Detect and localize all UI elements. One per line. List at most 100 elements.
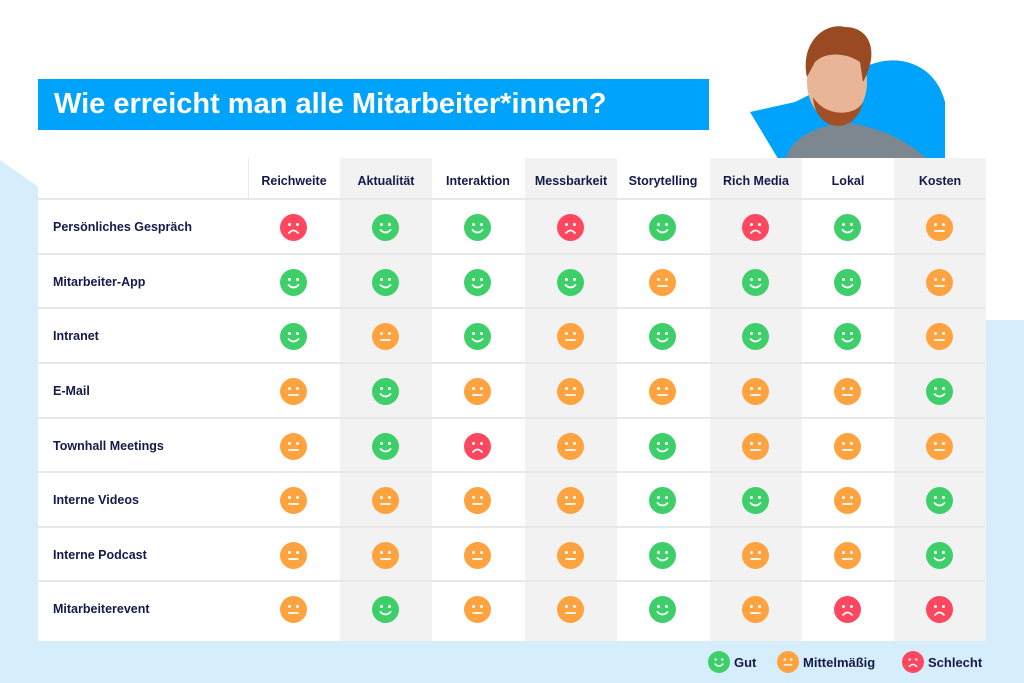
divider (38, 417, 985, 419)
rating-gut-icon (649, 487, 676, 514)
rating-gut-icon (649, 214, 676, 241)
legend-item: Gut (708, 651, 756, 673)
column-header: Rich Media (723, 174, 789, 188)
divider (248, 158, 249, 200)
rating-schlecht-icon (280, 214, 307, 241)
column-header: Lokal (831, 174, 865, 188)
rating-mittel-icon (372, 542, 399, 569)
row-label: Interne Videos (53, 493, 139, 507)
rating-gut-icon (742, 323, 769, 350)
legend-label: Mittelmäßig (803, 654, 876, 670)
column-header: Messbarkeit (534, 174, 608, 188)
divider (38, 471, 985, 473)
column-header: Interaktion (446, 174, 510, 188)
rating-mittel-icon (777, 651, 799, 673)
person-photo (750, 26, 945, 162)
legend-item: Schlecht (902, 651, 982, 673)
divider (38, 198, 985, 200)
rating-gut-icon (649, 323, 676, 350)
divider (38, 580, 985, 582)
rating-gut-icon (649, 542, 676, 569)
rating-gut-icon (742, 487, 769, 514)
rating-mittel-icon (834, 433, 861, 460)
rating-gut-icon (464, 269, 491, 296)
rating-schlecht-icon (902, 651, 924, 673)
rating-schlecht-icon (557, 214, 584, 241)
rating-gut-icon (372, 214, 399, 241)
rating-gut-icon (649, 433, 676, 460)
column-header: Aktualität (357, 174, 415, 188)
comparison-table: Reichweite Aktualität Interaktion Messbarke… (38, 158, 986, 641)
rating-mittel-icon (834, 378, 861, 405)
rating-gut-icon (834, 269, 861, 296)
rating-gut-icon (280, 269, 307, 296)
divider (38, 253, 985, 255)
rating-mittel-icon (280, 596, 307, 623)
rating-gut-icon (708, 651, 730, 673)
rating-mittel-icon (464, 487, 491, 514)
rating-mittel-icon (557, 542, 584, 569)
rating-mittel-icon (280, 487, 307, 514)
rating-mittel-icon (742, 542, 769, 569)
rating-schlecht-icon (464, 433, 491, 460)
rating-schlecht-icon (926, 596, 953, 623)
rating-schlecht-icon (834, 596, 861, 623)
rating-mittel-icon (926, 269, 953, 296)
rating-mittel-icon (557, 596, 584, 623)
rating-gut-icon (557, 269, 584, 296)
rating-mittel-icon (649, 378, 676, 405)
rating-mittel-icon (926, 433, 953, 460)
rating-gut-icon (834, 323, 861, 350)
rating-mittel-icon (834, 487, 861, 514)
rating-mittel-icon (372, 487, 399, 514)
rating-gut-icon (372, 269, 399, 296)
rating-gut-icon (834, 214, 861, 241)
rating-gut-icon (926, 542, 953, 569)
rating-mittel-icon (464, 542, 491, 569)
row-label: Interne Podcast (53, 548, 147, 562)
rating-mittel-icon (280, 378, 307, 405)
column-header: Kosten (918, 174, 962, 188)
page-title: Wie erreicht man alle Mitarbeiter*innen? (38, 79, 709, 130)
rating-mittel-icon (280, 433, 307, 460)
row-label: Townhall Meetings (53, 439, 164, 453)
legend-item: Mittelmäßig (777, 651, 875, 673)
divider (38, 307, 985, 309)
row-label: Persönliches Gespräch (53, 220, 192, 234)
divider (38, 526, 985, 528)
rating-mittel-icon (834, 542, 861, 569)
rating-gut-icon (926, 378, 953, 405)
rating-mittel-icon (649, 269, 676, 296)
rating-gut-icon (926, 487, 953, 514)
rating-mittel-icon (742, 433, 769, 460)
rating-mittel-icon (742, 596, 769, 623)
column-header: Storytelling (628, 174, 698, 188)
rating-mittel-icon (926, 214, 953, 241)
rating-mittel-icon (557, 378, 584, 405)
rating-gut-icon (464, 323, 491, 350)
rating-mittel-icon (464, 596, 491, 623)
divider (38, 362, 985, 364)
row-label: E-Mail (53, 384, 90, 398)
rating-mittel-icon (742, 378, 769, 405)
rating-mittel-icon (557, 323, 584, 350)
rating-mittel-icon (557, 487, 584, 514)
rating-gut-icon (742, 269, 769, 296)
rating-gut-icon (372, 433, 399, 460)
row-label: Intranet (53, 329, 99, 343)
rating-mittel-icon (280, 542, 307, 569)
rating-mittel-icon (926, 323, 953, 350)
row-label: Mitarbeiterevent (53, 602, 150, 616)
rating-gut-icon (464, 214, 491, 241)
legend-label: Schlecht (928, 654, 983, 670)
column-header: Reichweite (261, 174, 327, 188)
rating-mittel-icon (372, 323, 399, 350)
legend-label: Gut (734, 654, 757, 670)
rating-gut-icon (372, 378, 399, 405)
rating-gut-icon (649, 596, 676, 623)
rating-gut-icon (372, 596, 399, 623)
rating-schlecht-icon (742, 214, 769, 241)
rating-mittel-icon (464, 378, 491, 405)
rating-mittel-icon (557, 433, 584, 460)
rating-gut-icon (280, 323, 307, 350)
